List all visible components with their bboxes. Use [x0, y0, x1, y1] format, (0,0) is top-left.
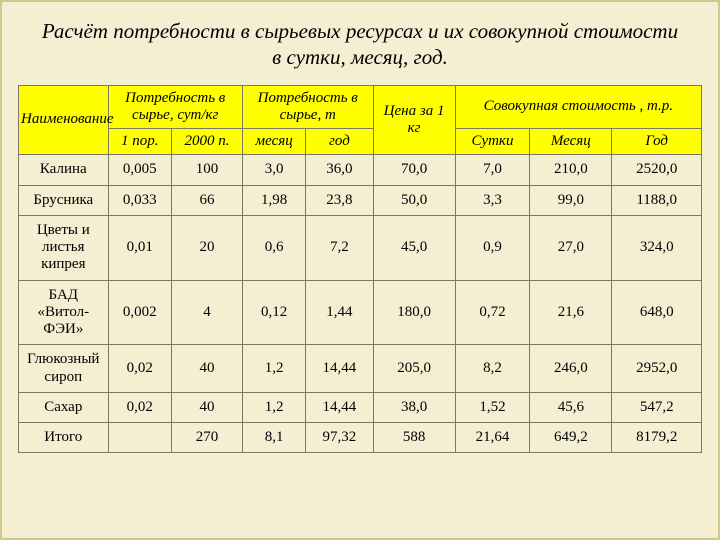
header-cyear: Год	[612, 129, 702, 155]
header-name: Наименование	[19, 85, 109, 155]
cell-sut: 0,9	[455, 215, 530, 280]
cell-por	[108, 423, 171, 453]
table-row: Калина0,0051003,036,070,07,0210,02520,0	[19, 155, 702, 185]
cell-por: 0,033	[108, 185, 171, 215]
cell-price: 38,0	[373, 392, 455, 422]
cell-god: 14,44	[306, 345, 373, 393]
cell-name: БАД «Витол-ФЭИ»	[19, 280, 109, 345]
cell-god: 7,2	[306, 215, 373, 280]
cell-mes: 1,2	[242, 345, 305, 393]
header-cost: Совокупная стоимость , т.р.	[455, 85, 701, 129]
cell-name: Цветы и листья кипрея	[19, 215, 109, 280]
cell-name: Сахар	[19, 392, 109, 422]
cell-p2000: 66	[172, 185, 243, 215]
cell-por: 0,002	[108, 280, 171, 345]
cell-sut: 1,52	[455, 392, 530, 422]
cell-smes: 45,6	[530, 392, 612, 422]
header-year: год	[306, 129, 373, 155]
cell-sgod: 648,0	[612, 280, 702, 345]
header-month: месяц	[242, 129, 305, 155]
cell-sgod: 8179,2	[612, 423, 702, 453]
header-need-t: Потребность в сырье, т	[242, 85, 373, 129]
cell-god: 97,32	[306, 423, 373, 453]
cell-p2000: 40	[172, 392, 243, 422]
cell-sgod: 1188,0	[612, 185, 702, 215]
page-title: Расчёт потребности в сырьевых ресурсах и…	[38, 18, 682, 71]
cell-sut: 8,2	[455, 345, 530, 393]
cell-name: Брусника	[19, 185, 109, 215]
cell-por: 0,02	[108, 345, 171, 393]
cell-mes: 1,2	[242, 392, 305, 422]
cell-smes: 27,0	[530, 215, 612, 280]
table-row: Сахар0,02401,214,4438,01,5245,6547,2	[19, 392, 702, 422]
cell-p2000: 40	[172, 345, 243, 393]
total-row: Итого 2708,197,3258821,64649,28179,2	[19, 423, 702, 453]
header-2000p: 2000 п.	[172, 129, 243, 155]
resource-table: Наименование Потребность в сырье, сут/кг…	[18, 85, 702, 454]
cell-por: 0,01	[108, 215, 171, 280]
cell-name: Итого	[19, 423, 109, 453]
table-row: БАД «Витол-ФЭИ»0,00240,121,44180,00,7221…	[19, 280, 702, 345]
cell-smes: 99,0	[530, 185, 612, 215]
cell-name: Калина	[19, 155, 109, 185]
cell-sut: 7,0	[455, 155, 530, 185]
cell-god: 14,44	[306, 392, 373, 422]
table-row: Брусника0,033661,9823,850,03,399,01188,0	[19, 185, 702, 215]
cell-price: 205,0	[373, 345, 455, 393]
cell-mes: 8,1	[242, 423, 305, 453]
cell-smes: 21,6	[530, 280, 612, 345]
cell-mes: 1,98	[242, 185, 305, 215]
cell-p2000: 270	[172, 423, 243, 453]
cell-p2000: 100	[172, 155, 243, 185]
header-cmonth: Месяц	[530, 129, 612, 155]
header-1por: 1 пор.	[108, 129, 171, 155]
cell-p2000: 20	[172, 215, 243, 280]
cell-p2000: 4	[172, 280, 243, 345]
table-row: Цветы и листья кипрея0,01200,67,245,00,9…	[19, 215, 702, 280]
cell-price: 70,0	[373, 155, 455, 185]
header-day: Сутки	[455, 129, 530, 155]
cell-por: 0,005	[108, 155, 171, 185]
cell-mes: 0,12	[242, 280, 305, 345]
cell-smes: 246,0	[530, 345, 612, 393]
cell-god: 23,8	[306, 185, 373, 215]
cell-sut: 21,64	[455, 423, 530, 453]
cell-god: 1,44	[306, 280, 373, 345]
cell-sut: 0,72	[455, 280, 530, 345]
table-row: Глюкозный сироп0,02401,214,44205,08,2246…	[19, 345, 702, 393]
cell-god: 36,0	[306, 155, 373, 185]
cell-mes: 0,6	[242, 215, 305, 280]
cell-name: Глюкозный сироп	[19, 345, 109, 393]
cell-smes: 649,2	[530, 423, 612, 453]
cell-sut: 3,3	[455, 185, 530, 215]
cell-sgod: 2520,0	[612, 155, 702, 185]
cell-sgod: 2952,0	[612, 345, 702, 393]
cell-sgod: 547,2	[612, 392, 702, 422]
cell-sgod: 324,0	[612, 215, 702, 280]
cell-price: 180,0	[373, 280, 455, 345]
header-need-kg: Потребность в сырье, сут/кг	[108, 85, 242, 129]
cell-price: 588	[373, 423, 455, 453]
header-price: Цена за 1 кг	[373, 85, 455, 155]
cell-price: 50,0	[373, 185, 455, 215]
cell-mes: 3,0	[242, 155, 305, 185]
cell-smes: 210,0	[530, 155, 612, 185]
cell-price: 45,0	[373, 215, 455, 280]
cell-por: 0,02	[108, 392, 171, 422]
